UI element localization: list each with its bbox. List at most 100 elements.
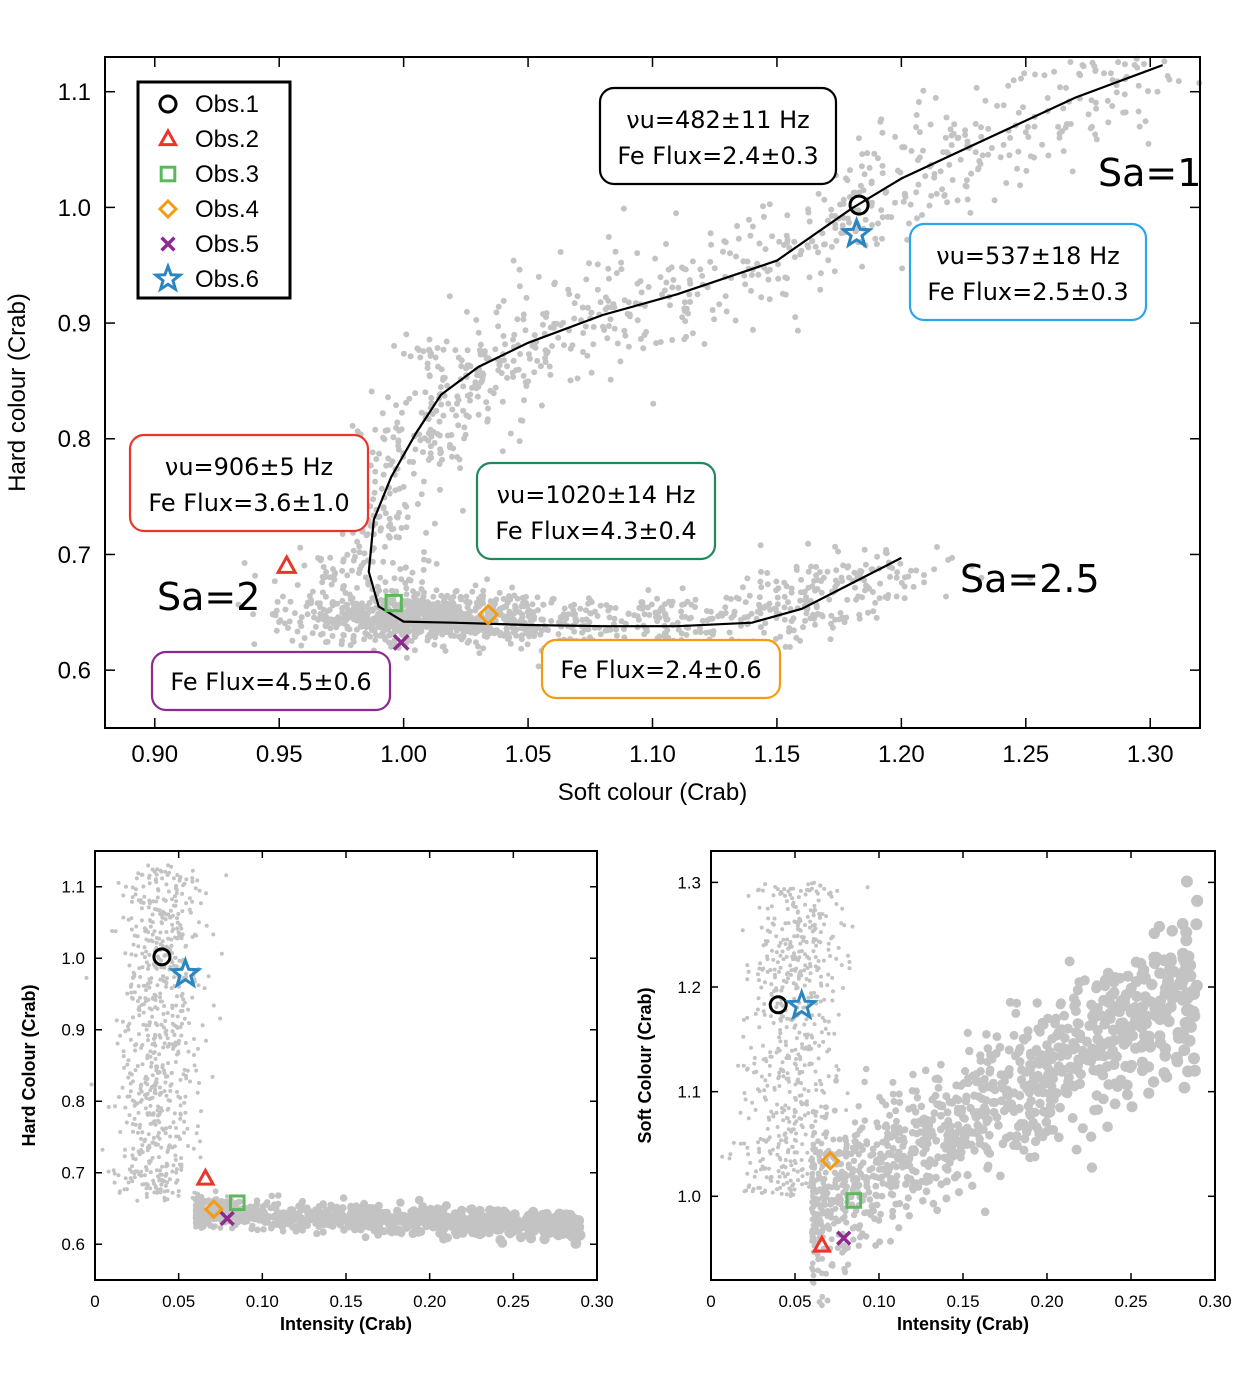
bg-point [641,631,648,638]
bg-point [764,570,771,576]
bg-point [757,1025,762,1030]
bg-point [811,949,816,954]
bg-point [583,607,589,614]
bg-point [380,471,387,478]
bg-point [802,1087,807,1092]
bg-point [487,598,494,605]
bg-point [409,569,416,576]
bg-point [175,1014,180,1019]
bg-point [464,392,471,399]
bg-point [838,574,845,581]
bg-point [376,587,383,594]
bg-point [195,878,200,883]
bg-point [745,1067,749,1072]
bg-point [897,560,904,567]
bg-point [1018,75,1024,82]
bg-point [163,1019,168,1023]
bg-point [481,351,488,358]
bg-point [416,431,423,438]
bg-point [1079,975,1090,986]
bg-point [663,279,670,286]
bg-point [723,594,730,601]
bg-point [819,1293,826,1300]
bg-point [817,286,824,293]
bg-point [172,1023,177,1028]
bg-point [760,967,765,972]
bg-point [223,1198,229,1205]
bg-point [144,1165,148,1169]
bg-point [1161,58,1168,65]
bg-point [324,620,331,626]
bg-point [165,1044,170,1049]
bg-point [828,213,835,219]
bg-point [777,1174,782,1179]
bg-point [607,626,614,633]
bg-point [500,297,507,304]
bg-point [631,612,638,619]
bg-point [167,870,171,875]
bg-point [782,643,789,650]
bg-point [818,999,823,1004]
bg-point [803,892,808,897]
bg-point [313,1230,321,1238]
bg-point [372,637,379,644]
bg-point [788,1188,793,1193]
bg-point [112,1171,117,1176]
bg-point [802,1063,807,1068]
bg-point [809,886,814,891]
bg-point [460,624,467,631]
bg-point [767,1149,772,1154]
bg-point [517,351,524,357]
bg-point [771,957,776,962]
bg-point [178,1116,183,1121]
bg-point [795,1078,800,1083]
bg-point [857,1234,864,1241]
bg-point [708,241,715,248]
bg-point [526,607,532,614]
bg-point [622,332,629,339]
bg-point [178,1009,183,1014]
bg-point [451,632,458,639]
bg-point [667,302,673,309]
bg-point [1024,124,1031,130]
bg-point [165,976,169,981]
x-tick-label: 1.25 [1002,741,1049,768]
bg-point [775,275,782,282]
bg-point [387,1217,396,1227]
bg-point [349,422,356,429]
bg-point [155,983,160,988]
bg-point [136,871,141,876]
bg-point [382,579,389,586]
bg-point [193,1207,199,1213]
bg-point [816,1056,821,1061]
bg-point [812,621,818,628]
bg-point [540,616,546,623]
bg-point [839,222,846,229]
bg-point [879,235,885,242]
bg-point [758,294,765,301]
bg-point [727,596,734,602]
bg-point [775,1125,780,1129]
bg-point [398,624,405,631]
bg-point [788,940,793,944]
bg-point [963,177,970,184]
bg-point [807,615,814,622]
bg-point [597,602,604,609]
bg-point [752,1061,757,1066]
bg-point [791,238,798,245]
bg-point [809,238,815,245]
bg-point [180,891,185,896]
bg-point [369,606,375,613]
bg-point [462,615,469,622]
bg-point [777,1035,782,1040]
bg-point [901,583,908,590]
bg-point [156,888,161,893]
bg-point [301,562,308,569]
bg-point [146,966,150,971]
bg-point [89,1082,94,1087]
bg-point [322,574,329,581]
bg-point [353,626,360,633]
bg-point [368,627,375,634]
bg-point [571,628,578,635]
